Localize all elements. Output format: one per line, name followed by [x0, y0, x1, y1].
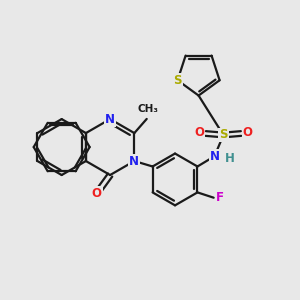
- Text: N: N: [129, 154, 139, 167]
- Text: S: S: [173, 74, 182, 87]
- Text: N: N: [209, 150, 220, 163]
- Text: O: O: [242, 125, 253, 139]
- Text: CH₃: CH₃: [138, 103, 159, 114]
- Text: N: N: [105, 112, 115, 126]
- Text: O: O: [194, 125, 204, 139]
- Text: O: O: [92, 187, 102, 200]
- Text: S: S: [219, 128, 228, 142]
- Text: H: H: [225, 152, 235, 165]
- Text: F: F: [216, 191, 224, 204]
